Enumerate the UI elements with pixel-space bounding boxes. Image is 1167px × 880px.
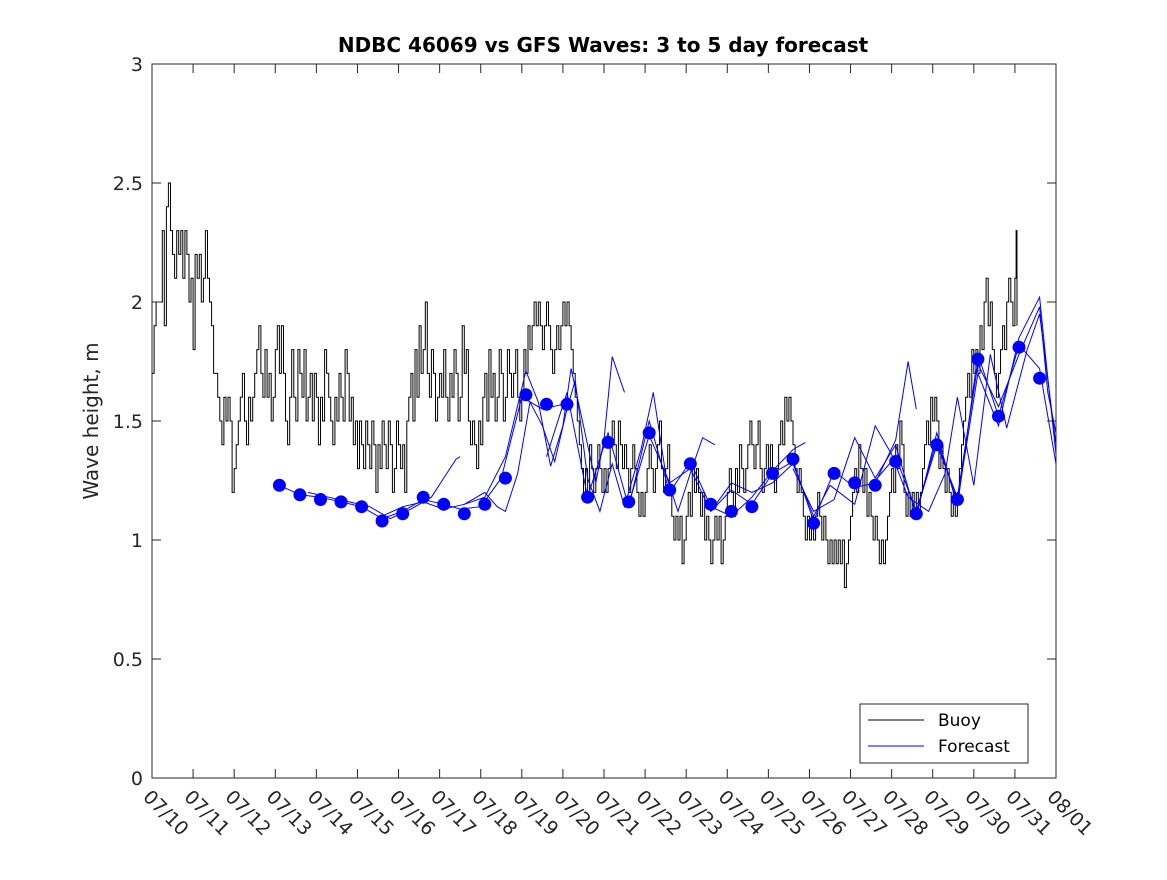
x-tick-label: 07/13	[262, 786, 316, 840]
forecast-marker	[314, 493, 327, 506]
forecast-run-line	[307, 456, 461, 520]
forecast-marker	[560, 397, 574, 411]
x-tick-label: 07/17	[426, 786, 480, 840]
forecast-marker	[909, 507, 923, 521]
x-tick-label: 07/22	[632, 786, 686, 840]
y-tick-label: 0.5	[113, 649, 143, 671]
forecast-marker	[971, 352, 985, 366]
legend: Buoy Forecast	[859, 703, 1029, 764]
x-tick-label: 07/31	[1001, 786, 1055, 840]
forecast-marker	[601, 435, 615, 449]
x-tick-label: 07/26	[796, 786, 850, 840]
forecast-marker	[334, 495, 348, 509]
x-tick-label: 07/18	[467, 786, 521, 840]
forecast-marker	[622, 495, 636, 509]
forecast-marker	[478, 497, 492, 511]
x-tick-label: 07/29	[919, 786, 973, 840]
legend-box	[859, 703, 1029, 764]
forecast-marker	[745, 500, 759, 514]
forecast-marker	[683, 457, 697, 471]
x-tick-label: 07/30	[960, 786, 1014, 840]
forecast-marker	[827, 466, 841, 480]
forecast-marker	[293, 488, 307, 502]
forecast-marker	[930, 438, 944, 452]
plot-area	[151, 63, 1057, 779]
forecast-marker	[272, 478, 286, 492]
y-tick-label: 0	[131, 768, 143, 790]
forecast-marker	[807, 516, 821, 530]
x-tick-label: 07/27	[837, 786, 891, 840]
x-tick-label: 07/19	[508, 786, 562, 840]
x-tick-label: 07/12	[221, 786, 275, 840]
forecast-marker	[355, 500, 369, 514]
y-tick-label: 3	[131, 54, 143, 76]
forecast-marker	[498, 471, 512, 485]
x-tick-label: 07/21	[590, 786, 644, 840]
forecast-marker	[766, 466, 779, 480]
x-tick-label: 07/16	[385, 786, 439, 840]
y-tick-label: 1	[131, 530, 143, 552]
x-tick-label: 08/01	[1042, 786, 1096, 840]
forecast-marker	[786, 452, 800, 466]
forecast-marker	[724, 504, 738, 518]
forecast-run-line	[792, 343, 1056, 519]
forecast-marker	[889, 455, 903, 468]
y-axis: 0 0.5 1 1.5 2 2.5 3	[113, 54, 1056, 790]
forecast-marker	[848, 476, 862, 490]
x-tick-label: 07/23	[673, 786, 727, 840]
x-tick-label: 07/11	[180, 786, 234, 840]
forecast-run-line	[464, 380, 716, 514]
y-tick-label: 2	[131, 292, 143, 314]
forecast-marker	[642, 426, 656, 440]
legend-buoy-label: Buoy	[938, 711, 981, 731]
forecast-marker	[868, 478, 882, 492]
forecast-marker	[950, 493, 964, 506]
x-tick-label: 07/10	[138, 786, 192, 840]
forecast-marker	[375, 514, 389, 528]
x-tick-label: 07/28	[878, 786, 932, 840]
y-tick-label: 2.5	[113, 173, 143, 195]
x-tick-label: 07/20	[549, 786, 603, 840]
forecast-marker	[519, 388, 533, 402]
x-tick-label: 07/14	[303, 786, 357, 840]
forecast-marker	[663, 483, 677, 497]
buoy-series-line	[152, 182, 1018, 589]
forecast-run-line	[381, 356, 625, 517]
data-layer	[152, 182, 1056, 589]
forecast-marker	[992, 409, 1005, 423]
legend-forecast-label: Forecast	[938, 737, 1010, 757]
forecast-marker	[1033, 371, 1047, 385]
y-tick-label: 1.5	[113, 411, 143, 433]
forecast-marker	[437, 497, 451, 511]
chart-title: NDBC 46069 vs GFS Waves: 3 to 5 day fore…	[338, 33, 869, 57]
x-tick-label: 07/25	[755, 786, 809, 840]
x-tick-label: 07/24	[714, 786, 768, 840]
x-tick-label: 07/15	[344, 786, 398, 840]
y-axis-label: Wave height, m	[79, 342, 103, 499]
forecast-marker	[540, 397, 553, 411]
forecast-marker	[704, 497, 718, 511]
forecast-marker	[396, 507, 410, 521]
forecast-marker	[581, 490, 595, 504]
forecast-marker	[1012, 340, 1026, 354]
forecast-marker	[416, 490, 430, 504]
forecast-run-line	[915, 295, 1056, 512]
forecast-marker	[457, 507, 471, 521]
